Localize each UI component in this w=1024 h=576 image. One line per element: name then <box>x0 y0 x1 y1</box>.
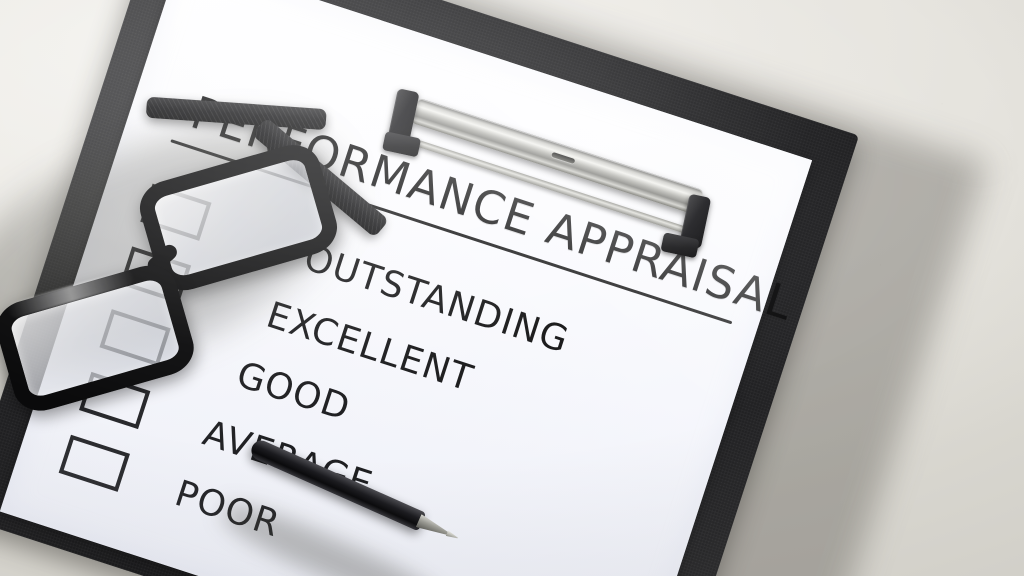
temple-texture <box>145 96 327 131</box>
eyeglasses-temple-arm <box>145 96 327 131</box>
eyeglasses-lens-left <box>0 258 201 418</box>
pen-tip <box>446 530 459 540</box>
